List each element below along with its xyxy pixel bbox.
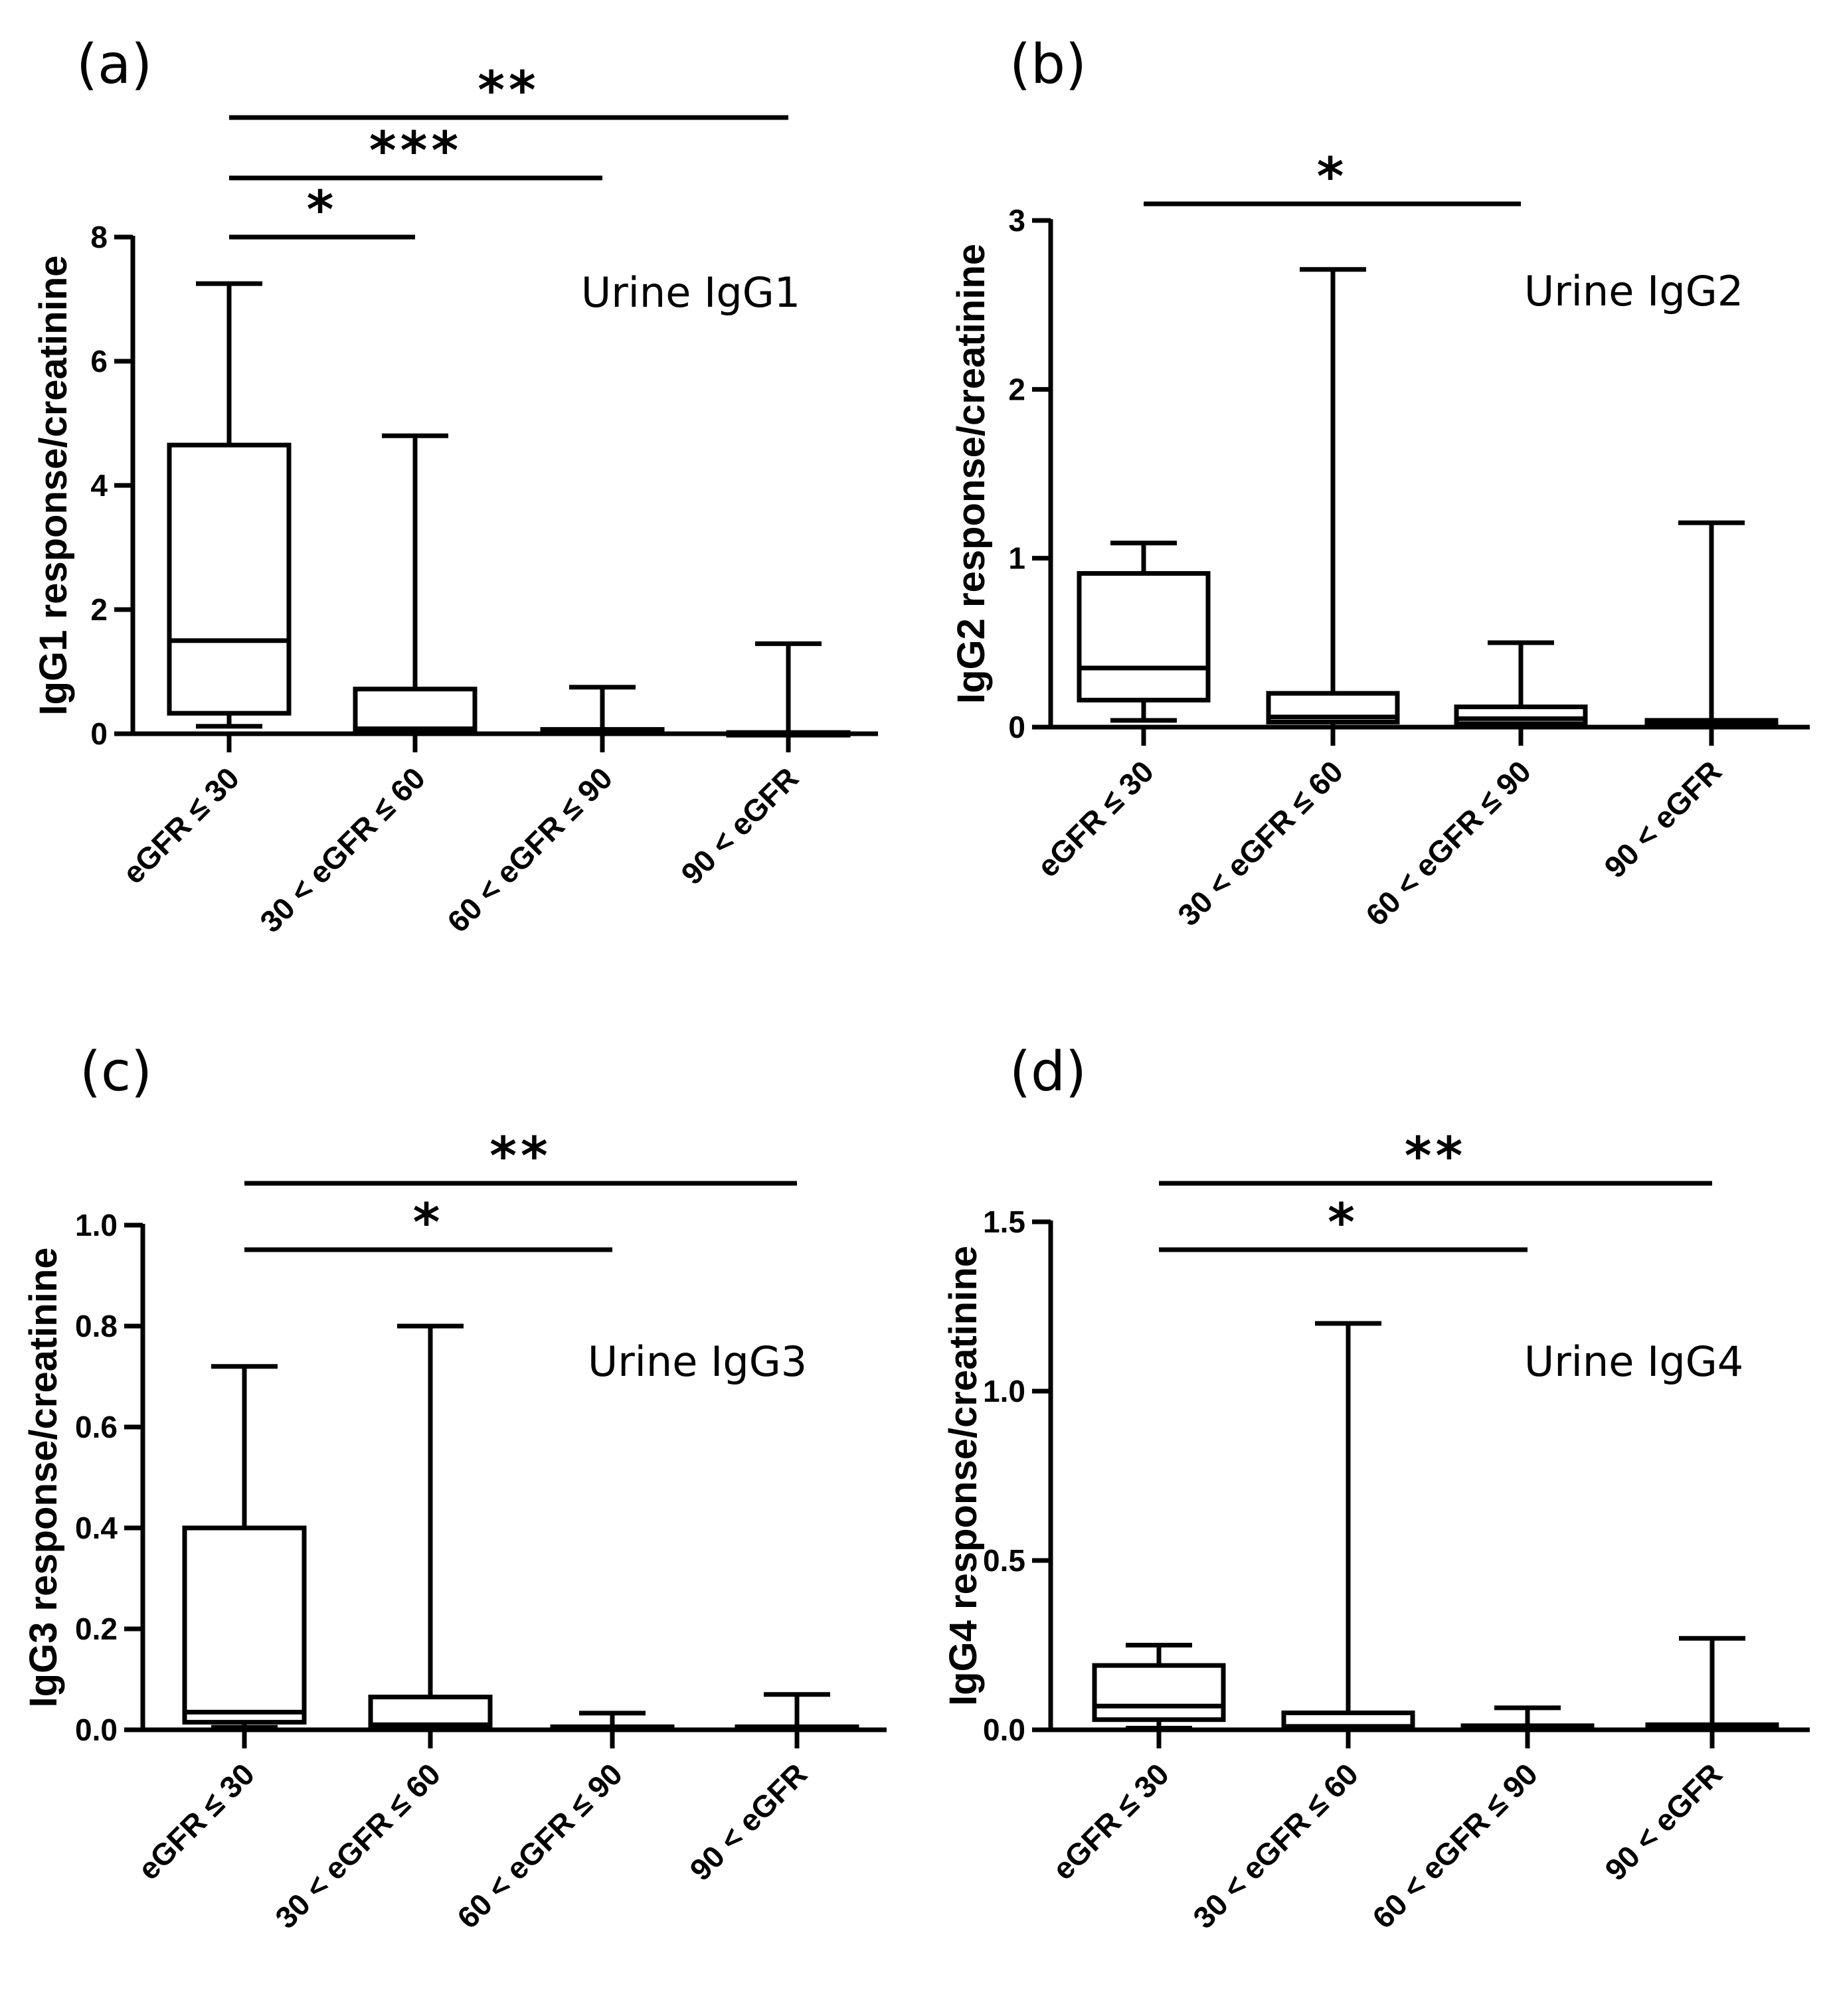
x-category-label: 60 < eGFR ≤ 90 — [440, 760, 619, 939]
box-iqr — [1454, 704, 1588, 726]
box-plot-0 — [1077, 541, 1211, 723]
box-plot-3 — [1644, 520, 1779, 730]
box-plot-0 — [182, 1364, 307, 1730]
box-plot-2 — [550, 1711, 675, 1732]
x-category-label: 60 < eGFR ≤ 90 — [1359, 754, 1537, 932]
box-plot-2 — [540, 685, 665, 736]
x-category-label: eGFR ≤ 30 — [131, 1756, 261, 1887]
y-tick-label: 8 — [90, 220, 108, 254]
panel-label: (d) — [1009, 1041, 1087, 1104]
x-category-label: eGFR ≤ 30 — [116, 760, 246, 890]
y-tick-label: 1 — [1008, 541, 1025, 576]
y-tick-label: 0.4 — [75, 1511, 118, 1545]
y-tick-label: 0.5 — [983, 1543, 1025, 1578]
x-category-label: 90 < eGFR — [674, 760, 805, 891]
y-tick-label: 6 — [90, 344, 108, 378]
y-tick-label: 3 — [1008, 203, 1025, 238]
box-plot-3 — [726, 641, 851, 738]
box-plot-1 — [1266, 267, 1400, 730]
box-plot-1 — [353, 433, 478, 736]
y-tick-label: 2 — [90, 592, 108, 627]
significance-label: ** — [489, 1127, 552, 1187]
significance-label: * — [1328, 1193, 1359, 1253]
box-iqr — [182, 1525, 307, 1725]
box-plot-0 — [1092, 1643, 1226, 1730]
box-plot-3 — [735, 1692, 859, 1732]
x-category-label: eGFR ≤ 30 — [1045, 1756, 1176, 1887]
x-category-label: 90 < eGFR — [683, 1756, 814, 1887]
box-plot-1 — [1281, 1321, 1415, 1732]
significance-label: * — [413, 1193, 444, 1253]
panel-label: (c) — [80, 1041, 152, 1104]
x-category-label: 90 < eGFR — [1598, 1756, 1729, 1887]
y-tick-label: 0.8 — [75, 1309, 118, 1343]
significance-label: *** — [369, 122, 462, 181]
significance-label: ** — [1405, 1127, 1467, 1187]
panel-title: Urine IgG1 — [581, 268, 800, 317]
box-plot-2 — [1454, 640, 1588, 730]
y-tick-label: 0.0 — [75, 1713, 118, 1747]
panel-a: 0 2 4 6 8 eGFR ≤ 30 30 < eGFR ≤ 60 60 < eGFR ≤ … — [32, 33, 878, 939]
box-plot-1 — [368, 1323, 493, 1732]
y-axis-title: IgG1 response/creatinine — [32, 255, 75, 715]
y-tick-label: 1.0 — [983, 1374, 1025, 1408]
y-tick-label: 0.2 — [75, 1612, 118, 1646]
y-tick-label: 0 — [1008, 710, 1025, 744]
x-category-label: 30 < eGFR ≤ 60 — [268, 1756, 447, 1935]
box-iqr — [1092, 1663, 1226, 1722]
panel-title: Urine IgG3 — [588, 1337, 807, 1386]
y-tick-label: 0.0 — [983, 1713, 1025, 1747]
y-axis-title: IgG4 response/creatinine — [942, 1246, 985, 1706]
panel-title: Urine IgG2 — [1524, 267, 1743, 315]
x-category-label: 60 < eGFR ≤ 90 — [1365, 1756, 1544, 1935]
significance-label: * — [1317, 147, 1348, 207]
panel-d: 0.0 0.5 1.0 1.5 eGFR ≤ 30 30 < eGFR ≤ 60 60 < … — [942, 1041, 1810, 1935]
x-category-label: eGFR ≤ 30 — [1030, 754, 1160, 884]
box-plot-0 — [167, 281, 292, 729]
x-category-label: 30 < eGFR ≤ 60 — [1186, 1756, 1365, 1935]
significance-label: * — [307, 181, 338, 240]
y-axis-title: IgG3 response/creatinine — [22, 1247, 65, 1707]
panel-label: (b) — [1009, 33, 1087, 96]
y-tick-label: 1.0 — [75, 1208, 118, 1242]
x-category-label: 30 < eGFR ≤ 60 — [253, 760, 432, 939]
x-category-label: 60 < eGFR ≤ 90 — [450, 1756, 629, 1935]
x-category-label: 30 < eGFR ≤ 60 — [1171, 754, 1350, 932]
box-iqr — [368, 1695, 493, 1730]
panel-title: Urine IgG4 — [1524, 1337, 1743, 1386]
box-iqr — [1077, 571, 1211, 703]
box-iqr — [353, 687, 478, 733]
panel-b: 0 1 2 3 eGFR ≤ 30 30 < eGFR ≤ 60 60 < eGFR ≤ 9… — [950, 33, 1810, 932]
y-tick-label: 1.5 — [983, 1205, 1025, 1239]
x-category-label: 90 < eGFR — [1597, 754, 1728, 884]
box-iqr — [167, 442, 292, 716]
y-tick-label: 2 — [1008, 372, 1025, 406]
panel-label: (a) — [76, 33, 152, 96]
y-tick-label: 4 — [90, 468, 108, 503]
significance-label: ** — [478, 61, 540, 121]
y-tick-label: 0.6 — [75, 1410, 118, 1444]
box-plot-2 — [1460, 1705, 1595, 1732]
panel-c: 0.0 0.2 0.4 0.6 0.8 1.0 eGFR ≤ 30 30 < eGFR ≤ 6… — [22, 1041, 887, 1935]
y-axis-title: IgG2 response/creatinine — [950, 244, 993, 704]
box-plot-3 — [1645, 1636, 1779, 1732]
y-tick-label: 0 — [90, 716, 108, 751]
